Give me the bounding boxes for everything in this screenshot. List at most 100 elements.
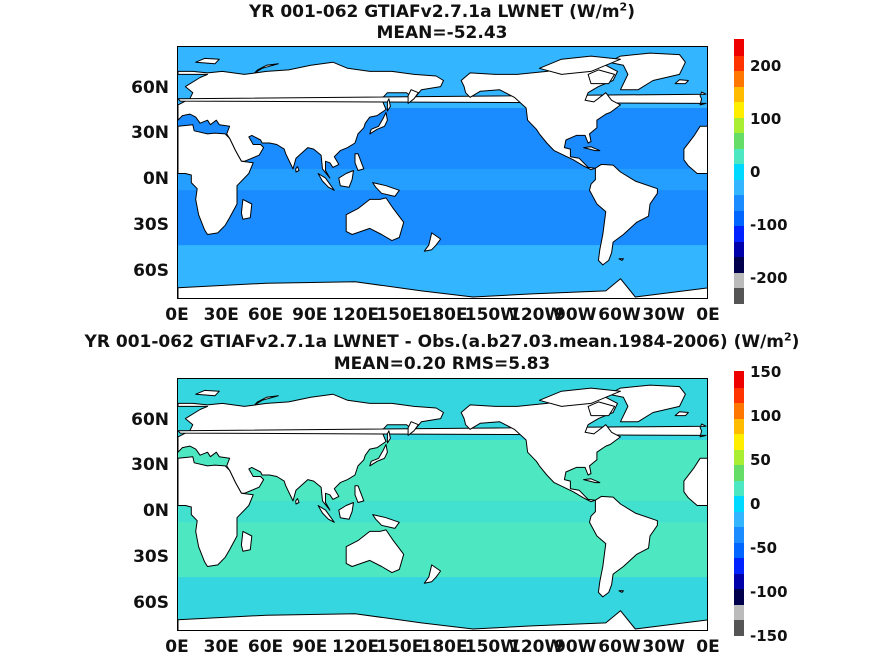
- landmass-sumatra: [317, 173, 335, 191]
- colorbar-segment: [734, 241, 744, 258]
- lon-label: 90E: [292, 305, 328, 325]
- colorbar-segment: [734, 402, 744, 419]
- landmass-australia: [345, 197, 405, 242]
- colorbar-segment: [734, 418, 744, 435]
- lon-label: 30W: [642, 305, 685, 325]
- landmass-phil: [354, 485, 365, 503]
- landmass-newguinea: [372, 182, 400, 197]
- colorbar-tick-label: 100: [750, 407, 782, 425]
- landmass-canada-islands: [538, 387, 621, 407]
- landmass-africa: [178, 456, 254, 567]
- colorbar-segment: [734, 526, 744, 543]
- lat-label: 60N: [131, 77, 169, 98]
- lon-label: 0E: [696, 637, 720, 657]
- colorbar-segment: [734, 542, 744, 559]
- colorbar-segment: [734, 371, 744, 388]
- colorbar-segment: [734, 70, 744, 87]
- colorbar-segment: [734, 194, 744, 211]
- colorbar-segment: [734, 480, 744, 497]
- ocean-band-equator: [178, 168, 707, 191]
- landmass-iceland: [674, 79, 689, 85]
- landmass-northamerica: [460, 396, 621, 503]
- panel2-title-line1: YR 001-062 GTIAFv2.7.1a LWNET - Obs.(a.b…: [84, 330, 800, 352]
- colorbar-segment: [734, 256, 744, 273]
- landmass-kamchatka: [407, 421, 419, 436]
- panel1-colorbar: [734, 39, 744, 304]
- panel2-title-line2: MEAN=0.20 RMS=5.83: [333, 354, 551, 374]
- colorbar-segment: [734, 163, 744, 180]
- landmass-newguinea: [372, 514, 400, 529]
- lat-label: 30N: [131, 455, 169, 476]
- landmass-southamerica: [589, 495, 658, 598]
- colorbar-tick-label: 0: [750, 163, 761, 181]
- colorbar-segment: [734, 511, 744, 528]
- landmass-kamchatka: [407, 89, 419, 104]
- colorbar-tick-label: -100: [750, 215, 788, 234]
- colorbar-segment: [734, 132, 744, 149]
- landmass-svalbard: [195, 57, 220, 65]
- landmass-iceland: [674, 411, 689, 417]
- panel2-colorbar: [734, 371, 744, 636]
- lon-label: 150E: [376, 637, 424, 657]
- lat-label: 60S: [133, 592, 169, 613]
- lon-label: 90W: [554, 305, 597, 325]
- lon-label: 60E: [247, 637, 284, 657]
- lat-label: 30N: [131, 123, 169, 144]
- landmass-falklands: [618, 590, 624, 593]
- colorbar-tick-label: 200: [750, 57, 782, 76]
- landmass-eurasia: [178, 61, 444, 179]
- lon-label: 120W: [509, 305, 564, 325]
- colorbar-segment: [734, 54, 744, 72]
- landmass-madagascar: [240, 530, 253, 552]
- landmass-japan: [369, 112, 388, 135]
- lon-label: 120E: [332, 637, 380, 657]
- colorbar-segment: [734, 272, 744, 289]
- colorbar-segment: [734, 495, 744, 512]
- lon-label: 120E: [332, 305, 380, 325]
- landmass-greenland: [608, 52, 686, 91]
- landmass-borneo: [338, 170, 354, 188]
- colorbar-segment: [734, 225, 744, 242]
- lon-label: 90W: [554, 637, 597, 657]
- lat-label: 60S: [133, 260, 169, 281]
- landmass-sakhalin: [386, 430, 391, 444]
- colorbar-segment: [734, 287, 744, 304]
- colorbar-tick-label: 0: [750, 495, 761, 513]
- colorbar-tick-label: 100: [750, 110, 782, 129]
- lat-label: 30S: [133, 214, 169, 235]
- colorbar-tick-label: -150: [750, 627, 788, 645]
- colorbar-segment: [734, 386, 744, 404]
- landmass-nz: [423, 564, 442, 584]
- colorbar-segment: [734, 117, 744, 134]
- ocean-band-equator: [178, 500, 707, 523]
- colorbar-segment: [734, 86, 744, 103]
- landmass-cuba: [583, 478, 601, 484]
- lon-label: 150W: [464, 305, 519, 325]
- lon-label: 0E: [696, 305, 720, 325]
- colorbar-segment: [734, 619, 744, 636]
- landmass-sakhalin: [386, 98, 391, 112]
- lon-label: 60E: [247, 305, 284, 325]
- lon-label: 30W: [642, 637, 685, 657]
- lon-label: 180E: [420, 637, 468, 657]
- landmass-cuba: [583, 146, 601, 152]
- lon-label: 0E: [165, 637, 189, 657]
- lat-label: 0N: [142, 501, 169, 522]
- landmass-africa-west: [683, 125, 707, 174]
- landmass-eurasia: [178, 393, 444, 511]
- landmass-africa-west: [683, 457, 707, 506]
- landmass-southamerica: [589, 163, 658, 266]
- panel1-map: [177, 46, 708, 299]
- lon-label: 30E: [203, 637, 239, 657]
- colorbar-segment: [734, 148, 744, 165]
- lon-label: 180E: [420, 305, 468, 325]
- lon-label: 150W: [464, 637, 519, 657]
- colorbar-tick-label: 50: [750, 451, 771, 469]
- lon-label: 0E: [165, 305, 189, 325]
- lon-label: 30E: [203, 305, 239, 325]
- landmass-canada-islands: [538, 55, 621, 75]
- lon-label: 90E: [292, 637, 328, 657]
- panel1-title-line1: YR 001-062 GTIAFv2.7.1a LWNET (W/m2): [249, 0, 635, 22]
- colorbar-segment: [734, 573, 744, 590]
- colorbar-tick-label: 150: [750, 363, 782, 381]
